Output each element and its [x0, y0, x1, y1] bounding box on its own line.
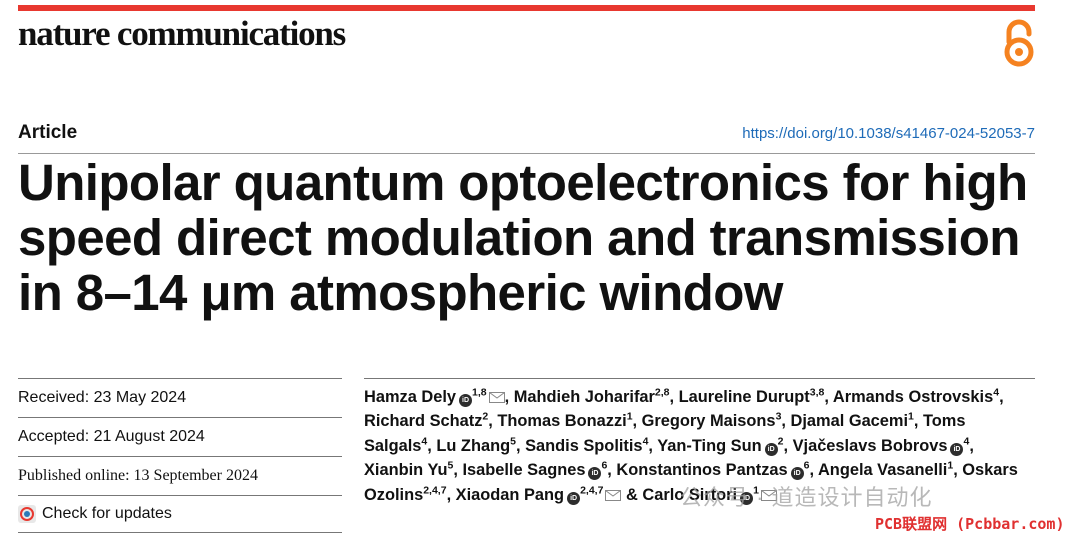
affiliation-marker: 5 [447, 459, 454, 472]
email-icon[interactable] [488, 392, 505, 403]
author-name[interactable]: Hamza Dely [364, 388, 457, 406]
author-name[interactable]: Armands Ostrovskis [832, 388, 994, 406]
affiliation-marker: 4 [963, 435, 970, 448]
author-name[interactable]: Konstantinos Pantzas [616, 461, 788, 480]
orcid-icon[interactable]: iD [790, 467, 804, 481]
affiliation-marker: 2 [777, 435, 784, 448]
article-title: Unipolar quantum optoelectronics for hig… [18, 154, 1028, 321]
affiliation-marker: 2,8 [654, 386, 670, 399]
affiliation-marker: 4 [421, 435, 428, 448]
journal-name: nature communications [18, 14, 346, 53]
affiliation-marker: 6 [601, 459, 608, 472]
author-name[interactable]: Richard Schatz [364, 412, 483, 431]
doi-link[interactable]: https://doi.org/10.1038/s41467-024-52053… [742, 125, 1035, 142]
orcid-icon[interactable]: iD [567, 491, 581, 505]
author-name[interactable]: Carlo Sirtori [642, 485, 738, 504]
author-name[interactable]: Gregory Maisons [641, 412, 776, 431]
orcid-icon[interactable]: iD [950, 442, 964, 456]
check-updates-label: Check for updates [42, 505, 172, 522]
affiliation-marker: 4 [993, 386, 1000, 399]
affiliation-marker: 5 [510, 435, 516, 448]
received-date: Received: 23 May 2024 [18, 378, 342, 417]
author-name[interactable]: Laureline Durupt [678, 388, 810, 406]
email-icon[interactable] [605, 489, 622, 501]
affiliation-marker: 1 [753, 484, 759, 497]
open-access-lock-icon[interactable] [1000, 18, 1038, 68]
affiliation-marker: 6 [803, 459, 810, 472]
author-name[interactable]: Isabelle Sagnes [462, 461, 586, 480]
affiliation-marker: 1 [908, 410, 914, 423]
affiliation-marker: 2,4,7 [423, 484, 447, 497]
author-names: Hamza Dely iD1,8, Mahdieh Joharifar2,8, L… [364, 386, 1018, 505]
author-name[interactable]: Yan-Ting Sun [657, 436, 762, 455]
published-date: Published online: 13 September 2024 [18, 456, 342, 495]
author-name[interactable]: Vjačeslavs Bobrovs [792, 436, 948, 455]
orcid-icon[interactable]: iD [740, 491, 754, 505]
author-name[interactable]: Mahdieh Joharifar [513, 388, 655, 406]
author-name[interactable]: Toms Salgals [364, 412, 966, 455]
affiliation-marker: 4 [642, 435, 649, 448]
author-name[interactable]: Lu Zhang [436, 436, 511, 455]
watermark-text: 公众号 · 道造设计自动化 [680, 485, 933, 510]
author-name[interactable]: Xianbin Yu [364, 461, 448, 480]
check-updates-icon [18, 505, 36, 523]
orcid-icon[interactable]: iD [459, 394, 473, 407]
article-type-label: Article [18, 122, 78, 143]
orcid-icon[interactable]: iD [764, 442, 778, 456]
watermark-badge: PCB联盟网 (Pcbbar.com) [875, 515, 1065, 533]
author-name[interactable]: Thomas Bonazzi [497, 412, 627, 431]
email-icon[interactable] [760, 489, 777, 501]
check-updates-button[interactable]: Check for updates [18, 495, 342, 533]
author-name[interactable]: Angela Vasanelli [817, 461, 948, 480]
author-name[interactable]: Xiaodan Pang [455, 485, 565, 504]
publication-dates: Received: 23 May 2024 Accepted: 21 Augus… [18, 378, 342, 533]
author-name[interactable]: Djamal Gacemi [790, 412, 909, 431]
affiliation-marker: 1 [947, 459, 954, 472]
brand-color-bar [18, 5, 1035, 11]
affiliation-marker: 1,8 [472, 386, 487, 399]
affiliation-marker: 1 [626, 410, 633, 423]
affiliation-marker: 2,4,7 [580, 484, 604, 497]
header-divider [18, 153, 1035, 154]
affiliation-marker: 3 [775, 410, 782, 423]
orcid-icon[interactable]: iD [588, 467, 602, 481]
affiliation-marker: 2 [482, 410, 489, 423]
author-name[interactable]: Sandis Spolitis [525, 436, 643, 455]
affiliation-marker: 3,8 [809, 386, 825, 399]
author-list: Hamza Dely iD1,8, Mahdieh Joharifar2,8, L… [364, 378, 1035, 507]
accepted-date: Accepted: 21 August 2024 [18, 417, 342, 456]
author-name[interactable]: Oskars Ozolins [364, 461, 1018, 504]
